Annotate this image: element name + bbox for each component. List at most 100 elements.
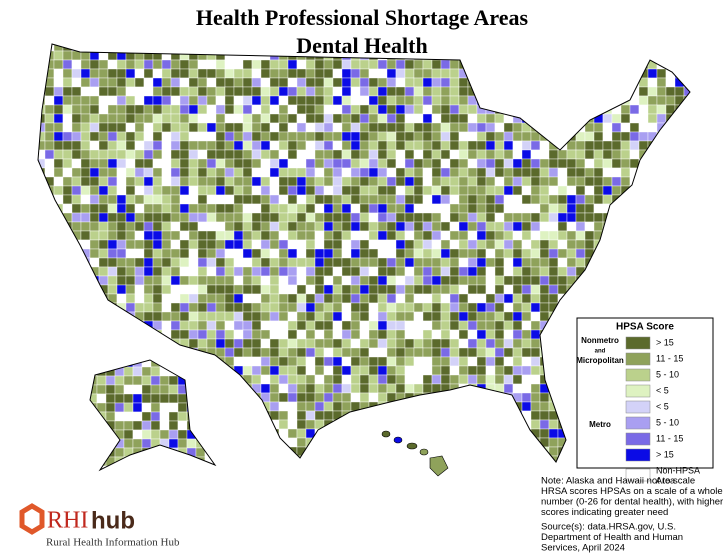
county [96,384,107,395]
county [197,44,208,52]
county [530,437,541,448]
county [197,221,208,232]
county [575,185,586,196]
county [476,428,487,439]
county [332,113,343,124]
county [296,212,307,223]
county [305,356,316,367]
county [242,284,253,295]
county [251,212,262,223]
county [467,428,478,439]
county [98,338,109,349]
county [539,44,550,52]
county [296,275,307,286]
county [638,95,649,106]
county [341,437,352,448]
county [467,347,478,358]
county [332,59,343,70]
county [593,266,604,277]
county [152,86,163,97]
county [260,230,271,241]
county [123,429,134,440]
county [539,167,550,178]
county [557,401,568,412]
county [575,284,586,295]
county [197,329,208,340]
county [296,140,307,151]
county [251,203,262,214]
county [368,68,379,79]
county [143,185,154,196]
county [350,59,361,70]
county [152,44,163,52]
county [467,365,478,376]
county [143,212,154,223]
county [512,266,523,277]
county [647,221,658,232]
county [269,203,280,214]
county [89,194,100,205]
county [413,122,424,133]
county [323,446,334,457]
county [134,239,145,250]
county [161,149,172,160]
county [611,131,622,142]
county [215,437,226,448]
county [204,393,215,404]
county [665,257,676,268]
county [458,131,469,142]
county [80,293,91,304]
county [53,113,64,124]
county [530,392,541,403]
county [404,221,415,232]
county [449,302,460,313]
county [413,356,424,367]
county [197,257,208,268]
county [323,203,334,214]
county [53,410,64,421]
county [314,329,325,340]
county [251,266,262,277]
county [422,230,433,241]
county [314,59,325,70]
county [566,293,577,304]
county [386,95,397,106]
county [188,221,199,232]
county [386,311,397,322]
county [485,176,496,187]
county [467,311,478,322]
county [503,77,514,88]
county [233,44,244,52]
county [530,248,541,259]
county [278,311,289,322]
county [71,122,82,133]
county [611,122,622,133]
county [306,465,315,474]
county [170,122,181,133]
county [305,455,316,462]
county [557,77,568,88]
county [647,203,658,214]
county [215,284,226,295]
county [53,392,64,403]
county [359,347,370,358]
county [431,158,442,169]
county [116,77,127,88]
county [557,104,568,115]
county [467,149,478,160]
county [674,185,685,196]
county [314,455,325,462]
county [539,212,550,223]
county [233,257,244,268]
county [458,221,469,232]
county [458,257,469,268]
county [215,374,226,385]
county [494,230,505,241]
county [584,59,595,70]
county [647,158,658,169]
county [305,320,316,331]
county [38,437,46,448]
county [143,338,154,349]
county [62,410,73,421]
county [98,86,109,97]
